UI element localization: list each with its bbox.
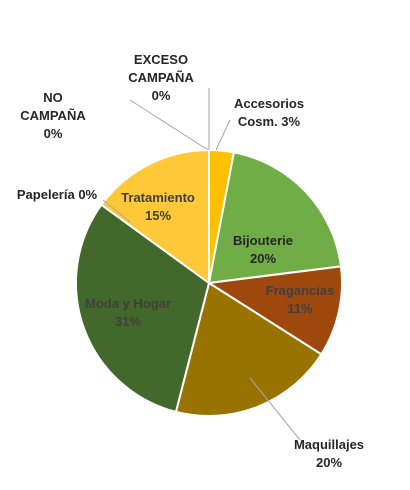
- data-label: NO CAMPAÑA 0%: [20, 90, 86, 141]
- data-label-line: NO: [43, 90, 63, 105]
- data-label-line: 31%: [115, 314, 141, 329]
- data-label: Fragancias 11%: [266, 283, 335, 316]
- data-label: Tratamiento 15%: [121, 190, 195, 223]
- data-label-line: CAMPAÑA: [128, 70, 194, 85]
- pie-slice-maquillajes: [174, 281, 323, 417]
- data-label-line: 11%: [287, 301, 313, 316]
- pie-slice-fragancias: [206, 265, 343, 356]
- data-label-line: 0%: [44, 126, 63, 141]
- pie-slice-moda-y-hogar: [75, 203, 211, 414]
- data-label-line: Accesorios: [234, 96, 304, 111]
- data-label-line: Tratamiento: [121, 190, 195, 205]
- leader-line: [102, 199, 131, 223]
- leader-line: [249, 377, 301, 441]
- data-label-line: Fragancias: [266, 283, 335, 298]
- leader-line: [215, 119, 231, 151]
- data-label-line: Papelería 0%: [17, 187, 98, 202]
- leader-lines: [102, 88, 301, 441]
- data-label-line: 15%: [145, 208, 171, 223]
- data-label-line: CAMPAÑA: [20, 108, 86, 123]
- data-label-line: 20%: [250, 251, 276, 266]
- data-label-line: Bijouterie: [233, 233, 293, 248]
- data-label-line: 20%: [316, 455, 342, 470]
- data-label-line: Cosm. 3%: [238, 114, 301, 129]
- data-label: Maquillajes 20%: [294, 437, 364, 470]
- data-label: Accesorios Cosm. 3%: [234, 96, 304, 129]
- data-label: EXCESO CAMPAÑA 0%: [128, 52, 194, 103]
- data-label: Papelería 0%: [17, 187, 98, 202]
- data-label-line: EXCESO: [134, 52, 188, 67]
- data-label-line: Maquillajes: [294, 437, 364, 452]
- data-label: Moda y Hogar 31%: [85, 296, 171, 329]
- data-labels: Accesorios Cosm. 3% Bijouterie 20% Fragancia…: [17, 52, 364, 470]
- data-label-line: Moda y Hogar: [85, 296, 171, 311]
- data-label-line: 0%: [152, 88, 171, 103]
- leader-line: [129, 99, 209, 151]
- pie-slices: [75, 148, 343, 417]
- pie-slice-tratamiento: [100, 148, 210, 285]
- pie-slice-bijouterie: [207, 151, 343, 285]
- data-label: Bijouterie 20%: [233, 233, 293, 266]
